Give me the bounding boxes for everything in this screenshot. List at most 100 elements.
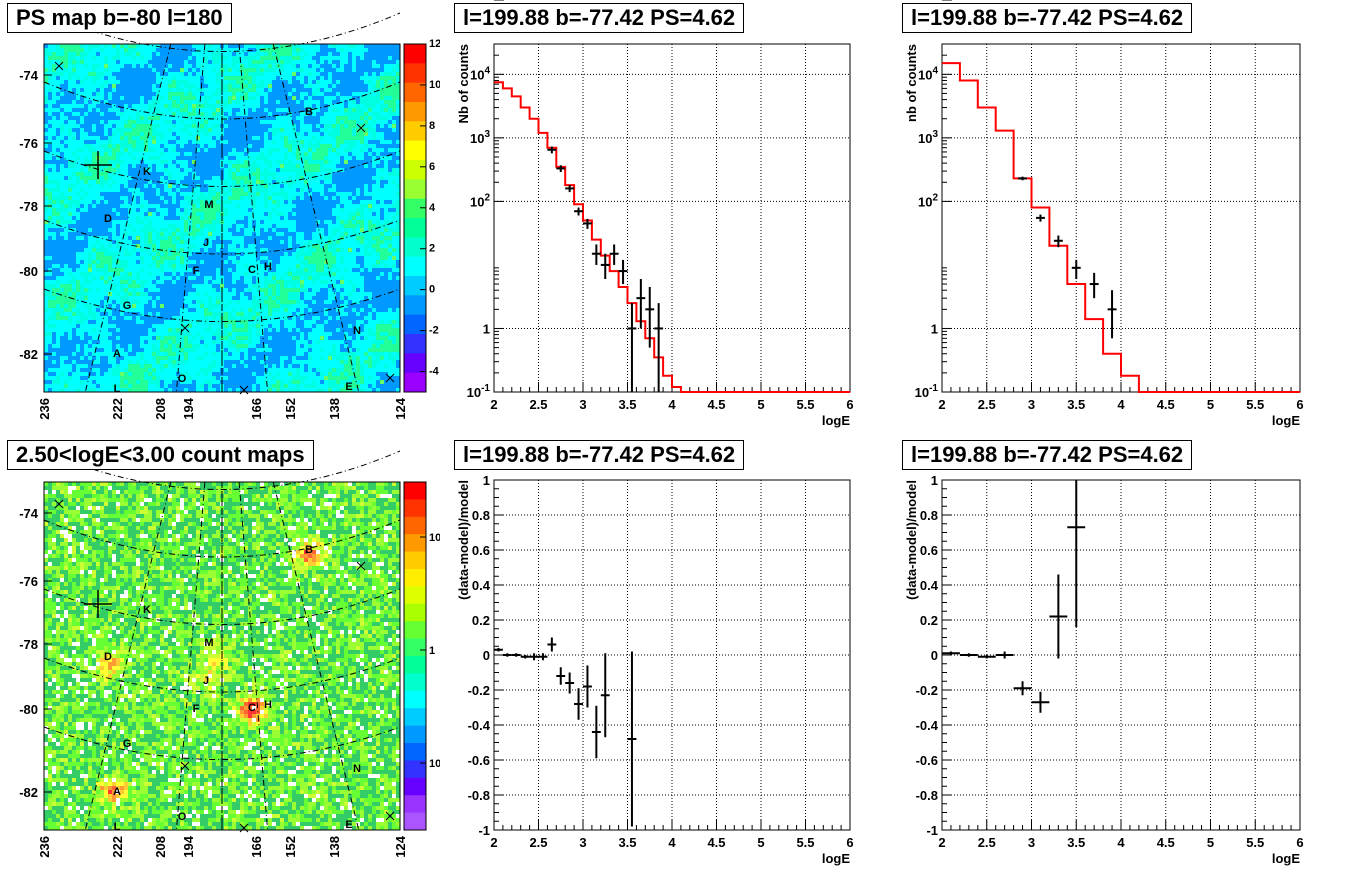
map-pixel	[228, 156, 233, 161]
map-pixel	[88, 164, 93, 169]
map-pixel	[140, 52, 145, 57]
map-pixel	[188, 168, 193, 173]
map-pixel	[136, 140, 141, 145]
map-pixel	[172, 164, 177, 169]
map-pixel	[88, 344, 93, 349]
map-pixel	[172, 352, 177, 357]
map-pixel	[116, 44, 121, 49]
map-pixel	[112, 64, 117, 69]
map-pixel	[52, 168, 57, 173]
map-pixel	[180, 384, 185, 389]
map-pixel	[216, 80, 221, 85]
map-pixel	[120, 304, 125, 309]
map-pixel	[44, 248, 49, 253]
map-pixel	[76, 60, 81, 65]
map-pixel	[124, 240, 129, 245]
map-pixel	[44, 312, 49, 317]
map-pixel	[152, 276, 157, 281]
map-pixel	[128, 340, 133, 345]
map-pixel	[176, 80, 181, 85]
map-pixel	[136, 348, 141, 353]
map-pixel	[120, 388, 125, 393]
map-pixel	[44, 336, 49, 341]
map-pixel	[120, 320, 125, 325]
map-pixel	[56, 156, 61, 161]
map-pixel	[72, 280, 77, 285]
map-pixel	[200, 372, 205, 377]
map-pixel	[264, 148, 269, 153]
map-pixel	[108, 356, 113, 361]
map-pixel	[268, 188, 273, 193]
map-pixel	[188, 80, 193, 85]
map-pixel	[124, 172, 129, 177]
map-pixel	[152, 256, 157, 261]
map-pixel	[140, 364, 145, 369]
map-pixel	[204, 336, 209, 341]
map-pixel	[224, 208, 229, 213]
map-pixel	[244, 208, 249, 213]
map-pixel	[136, 84, 141, 89]
map-pixel	[132, 128, 137, 133]
map-pixel	[228, 108, 233, 113]
map-pixel	[220, 76, 225, 81]
map-pixel	[228, 140, 233, 145]
map-pixel	[156, 388, 161, 393]
map-pixel	[208, 248, 213, 253]
map-pixel	[56, 124, 61, 129]
map-pixel	[252, 344, 257, 349]
map-pixel	[192, 192, 197, 197]
map-pixel	[56, 296, 61, 301]
map-pixel	[92, 44, 97, 49]
map-pixel	[100, 352, 105, 357]
map-pixel	[268, 108, 273, 113]
map-pixel	[240, 368, 245, 373]
map-pixel	[252, 180, 257, 185]
map-pixel	[168, 348, 173, 353]
map-pixel	[128, 268, 133, 273]
map-pixel	[44, 124, 49, 129]
map-pixel	[244, 228, 249, 233]
map-pixel	[100, 164, 105, 169]
map-pixel	[180, 308, 185, 313]
map-pixel	[196, 72, 201, 77]
map-pixel	[200, 284, 205, 289]
map-pixel	[96, 300, 101, 305]
map-pixel	[104, 168, 109, 173]
map-pixel	[208, 48, 213, 53]
map-pixel	[156, 336, 161, 341]
map-pixel	[192, 324, 197, 329]
map-pixel	[104, 388, 109, 393]
map-pixel	[144, 56, 149, 61]
map-pixel	[68, 208, 73, 213]
map-pixel	[228, 96, 233, 101]
map-pixel	[240, 260, 245, 265]
map-pixel	[120, 168, 125, 173]
map-pixel	[204, 116, 209, 121]
map-pixel	[132, 304, 137, 309]
map-pixel	[92, 208, 97, 213]
map-pixel	[60, 356, 65, 361]
map-pixel	[240, 356, 245, 361]
map-pixel	[76, 368, 81, 373]
map-pixel	[268, 376, 273, 381]
map-pixel	[116, 64, 121, 69]
map-pixel	[180, 136, 185, 141]
map-pixel	[228, 184, 233, 189]
map-pixel	[76, 120, 81, 125]
map-pixel	[84, 372, 89, 377]
map-pixel	[136, 368, 141, 373]
map-pixel	[200, 140, 205, 145]
map-pixel	[148, 312, 153, 317]
map-pixel	[160, 140, 165, 145]
map-pixel	[176, 76, 181, 81]
map-pixel	[60, 292, 65, 297]
map-pixel	[224, 368, 229, 373]
map-pixel	[244, 376, 249, 381]
map-pixel	[248, 364, 253, 369]
map-pixel	[224, 248, 229, 253]
map-pixel	[192, 348, 197, 353]
map-pixel	[80, 148, 85, 153]
map-pixel	[168, 52, 173, 57]
map-pixel	[144, 312, 149, 317]
map-pixel	[72, 232, 77, 237]
